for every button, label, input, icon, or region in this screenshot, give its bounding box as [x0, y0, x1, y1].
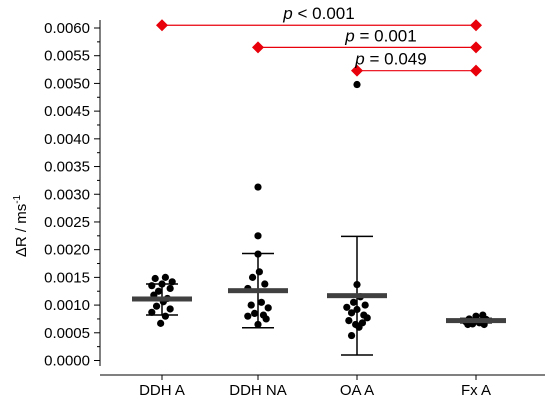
data-point [247, 301, 255, 309]
y-tick-label: 0.0025 [44, 214, 90, 231]
data-point [472, 312, 480, 320]
group-fx-a [446, 311, 506, 329]
data-point [161, 312, 169, 320]
data-point [261, 280, 269, 288]
annotation-marker [156, 19, 168, 32]
y-axis: 0.0000 0.0005 0.0010 0.0015 0.0020 0.0025 0.00… [44, 20, 101, 370]
data-point [347, 331, 356, 340]
mean-bar [228, 288, 288, 294]
data-point [161, 273, 169, 281]
data-point [151, 274, 159, 283]
data-point [254, 250, 262, 258]
data-point [168, 278, 176, 286]
data-groups [132, 80, 506, 356]
p-value-label: p < 0.001 [282, 4, 354, 23]
data-point [343, 303, 351, 311]
data-point [251, 309, 259, 317]
data-point [254, 232, 262, 240]
data-point [148, 282, 156, 290]
data-point [353, 80, 361, 89]
data-point [255, 268, 263, 276]
y-tick-label: 0.0040 [44, 131, 90, 148]
data-point [347, 309, 356, 317]
data-point [248, 273, 257, 281]
data-point [166, 284, 174, 293]
data-point [257, 298, 265, 306]
p-value-label: p = 0.049 [354, 50, 426, 69]
annotation-marker [252, 41, 264, 54]
x-axis: DDH A DDH NA OA A Fx A [100, 374, 545, 399]
y-tick-label: 0.0035 [44, 159, 90, 176]
y-tick-label: 0.0055 [44, 48, 90, 65]
data-point [148, 308, 156, 316]
annotation-marker [470, 64, 482, 77]
data-point [166, 305, 174, 313]
group-ddh-a [132, 273, 192, 327]
annotation-marker [351, 64, 363, 77]
data-point [361, 301, 369, 309]
x-tick-label: Fx A [461, 382, 491, 399]
y-tick-label: 0.0045 [44, 103, 90, 120]
data-point [353, 280, 361, 289]
data-point [264, 304, 272, 312]
data-point [155, 287, 163, 295]
y-tick-label: 0.0030 [44, 186, 90, 203]
data-point [157, 319, 165, 327]
data-point [345, 317, 353, 325]
mean-bar [327, 293, 387, 299]
y-axis-title: ΔR / ms-1 [12, 194, 30, 257]
data-point [350, 298, 358, 306]
mean-bar [132, 296, 192, 302]
data-point [254, 320, 262, 329]
data-point [244, 312, 252, 320]
y-tick-label: 0.0050 [44, 75, 90, 92]
annotation-1: p < 0.001 [156, 4, 482, 32]
y-tick-label: 0.0015 [44, 269, 90, 286]
x-tick-label: DDH A [139, 382, 185, 399]
data-point [254, 183, 262, 191]
data-point [363, 314, 371, 322]
group-oa-a [327, 80, 387, 356]
y-tick-label: 0.0005 [44, 325, 90, 342]
data-point [353, 305, 361, 314]
annotation-3: p = 0.049 [351, 50, 482, 77]
data-point [158, 280, 166, 288]
annotation-2: p = 0.001 [252, 26, 482, 54]
annotation-marker [470, 41, 482, 54]
data-point [262, 315, 270, 323]
mean-bar [446, 318, 506, 324]
data-point [355, 323, 363, 331]
y-axis-label: ΔR / ms-1 [12, 194, 30, 257]
significance-annotations: p < 0.001 p = 0.001 p = 0.049 [156, 4, 482, 77]
annotation-marker [470, 19, 482, 32]
y-tick-label: 0.0020 [44, 242, 90, 259]
x-tick-label: DDH NA [229, 382, 287, 399]
y-tick-label: 0.0060 [44, 20, 90, 37]
y-tick-label: 0.0000 [44, 353, 90, 370]
group-ddh-na [228, 183, 288, 329]
p-value-label: p = 0.001 [344, 26, 416, 45]
x-tick-label: OA A [340, 382, 374, 399]
data-point [152, 302, 161, 310]
y-tick-label: 0.0010 [44, 297, 90, 314]
